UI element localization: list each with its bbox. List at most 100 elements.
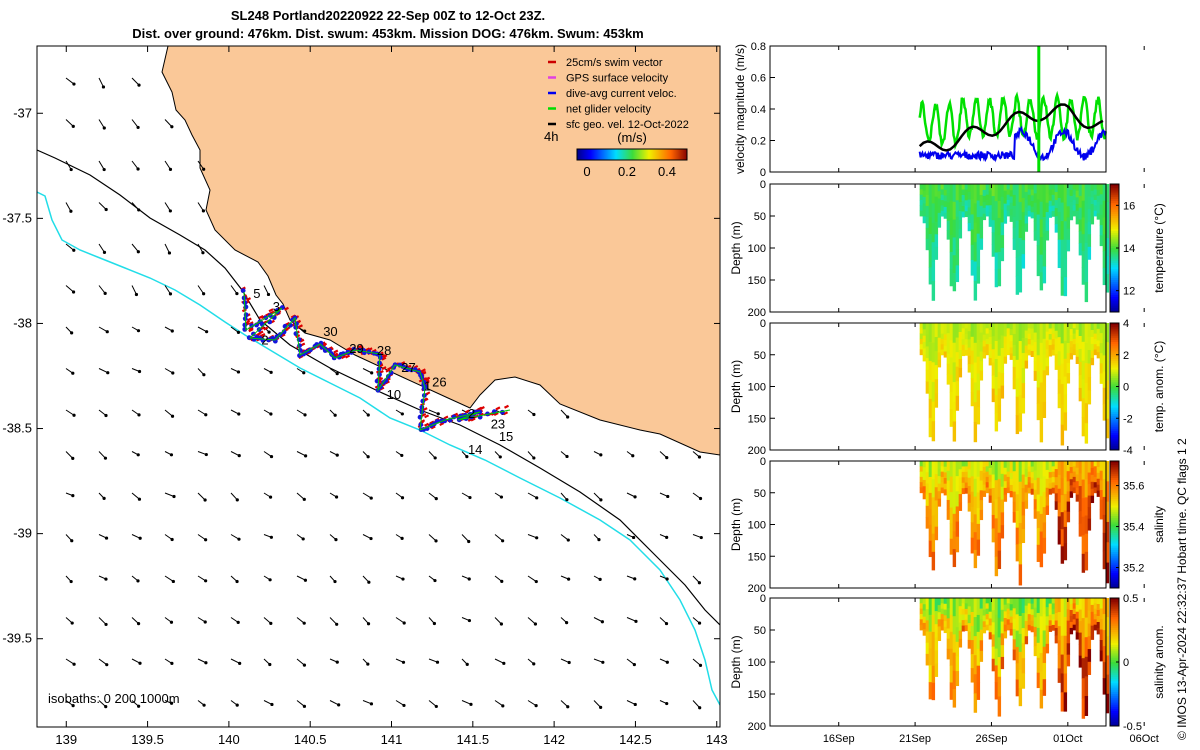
heatmap-cell <box>1030 620 1035 627</box>
heatmap-cell <box>994 556 999 577</box>
heatmap-cell <box>1075 474 1080 482</box>
heatmap-cell <box>931 222 936 243</box>
legend-colorbar-slice <box>624 149 626 160</box>
swim-vector <box>421 412 427 417</box>
heatmap-cell <box>1030 614 1035 621</box>
heatmap-cell <box>1090 461 1095 469</box>
heatmap-cell <box>1066 654 1071 667</box>
legend-colorbar-slice <box>619 149 621 160</box>
vector-arrow-head <box>664 621 669 626</box>
heatmap-cell <box>970 260 975 276</box>
heatmap-cell <box>1024 605 1029 614</box>
heatmap-cell <box>994 682 999 700</box>
heatmap-cell <box>934 221 939 235</box>
map-x-tick-label: 142 <box>543 732 565 747</box>
heatmap-cell <box>1006 619 1011 626</box>
heatmap-cell <box>1060 184 1065 203</box>
heatmap-cell <box>1078 621 1083 634</box>
vector-arrow-head <box>71 494 75 498</box>
heatmap-cell <box>1036 199 1041 215</box>
colorbar-slice <box>1110 301 1119 304</box>
swim-vector <box>493 412 499 416</box>
vector-arrow-head <box>302 371 306 375</box>
heatmap-cell <box>1066 323 1071 334</box>
colorbar-slice <box>1110 407 1119 411</box>
swim-vector <box>258 314 264 319</box>
heatmap-cell <box>1096 328 1101 336</box>
vector-arrow <box>362 368 372 374</box>
heatmap-cell <box>1012 501 1017 513</box>
vector-arrow <box>197 285 205 295</box>
legend-colorbar-slice <box>665 149 667 160</box>
colorbar-slice <box>1110 640 1119 644</box>
heatmap-cell <box>1054 184 1059 193</box>
isobath-1000m <box>37 191 720 706</box>
heatmap-cell <box>1042 233 1047 251</box>
heatmap-cell <box>940 461 945 467</box>
heatmap-cell <box>1096 466 1101 474</box>
heatmap-cell <box>1042 662 1047 680</box>
heatmap-cell <box>1051 603 1056 610</box>
legend-colorbar-tick: 0.4 <box>658 164 676 179</box>
swim-vector <box>345 354 351 359</box>
colorbar-slice <box>1110 282 1119 285</box>
heatmap-cell <box>1027 619 1032 626</box>
colorbar-slice <box>1110 566 1119 570</box>
heatmap-cell <box>1093 333 1098 340</box>
heatmap-cell <box>1054 224 1059 233</box>
legend-colorbar-slice <box>627 149 629 160</box>
heatmap-cell <box>1012 512 1017 523</box>
heatmap-cell <box>1039 689 1044 709</box>
legend-colorbar-slice <box>637 149 639 160</box>
heatmap-cell <box>1021 628 1026 644</box>
heatmap-cell <box>1018 598 1023 617</box>
legend-colorbar-slice <box>647 149 649 160</box>
heatmap-cell <box>943 483 948 490</box>
heatmap-cell <box>988 604 993 613</box>
heatmap-cell <box>919 603 924 610</box>
heatmap-cell <box>982 461 987 468</box>
heatmap-cell <box>1048 598 1053 604</box>
heatmap-cell <box>1099 598 1104 609</box>
heatmap-cell <box>991 514 996 529</box>
heatmap-cell <box>1039 382 1044 403</box>
heatmap-cell <box>1096 352 1101 359</box>
heatmap-cell <box>961 471 966 478</box>
colorbar-slice <box>1110 327 1119 330</box>
colorbar-slice <box>1110 668 1119 672</box>
legend-colorbar-slice <box>594 149 596 160</box>
legend-colorbar-slice <box>580 149 582 160</box>
heatmap-cell <box>922 598 927 605</box>
heatmap-cell <box>1024 223 1029 232</box>
heatmap-cell <box>1060 384 1065 405</box>
vector-arrow <box>164 492 175 497</box>
heatmap-cell <box>1105 598 1110 618</box>
heatmap-cell <box>1096 490 1101 497</box>
heatmap-cell <box>1015 396 1020 416</box>
heatmap-cell <box>946 618 951 629</box>
heatmap-cell <box>985 598 990 604</box>
heatmap-cell <box>1036 214 1041 231</box>
legend-colorbar-slice <box>584 149 586 160</box>
heatmap-cell <box>1090 323 1095 331</box>
heatmap-cell <box>1018 256 1023 275</box>
heatmap-cell <box>1003 216 1008 224</box>
heatmap-cell <box>1081 360 1086 380</box>
heatmap-cell <box>1090 357 1095 366</box>
vector-arrow-head <box>467 577 471 581</box>
heatmap-cell <box>1078 219 1083 232</box>
heatmap-cell <box>961 482 966 489</box>
y-tick-label: 0.6 <box>751 73 766 85</box>
day-label: 26 <box>432 375 446 390</box>
heatmap-cell <box>1018 502 1023 524</box>
colorbar-slice <box>1110 687 1119 691</box>
legend-colorbar-slice <box>618 149 620 160</box>
heatmap-cell <box>1024 215 1029 224</box>
heatmap-cell <box>1015 527 1020 545</box>
colorbar-slice <box>1110 194 1119 198</box>
heatmap-cell <box>925 494 930 507</box>
heatmap-cell <box>1006 328 1011 334</box>
heatmap-cell <box>967 598 972 607</box>
heatmap-cell <box>1078 323 1083 337</box>
